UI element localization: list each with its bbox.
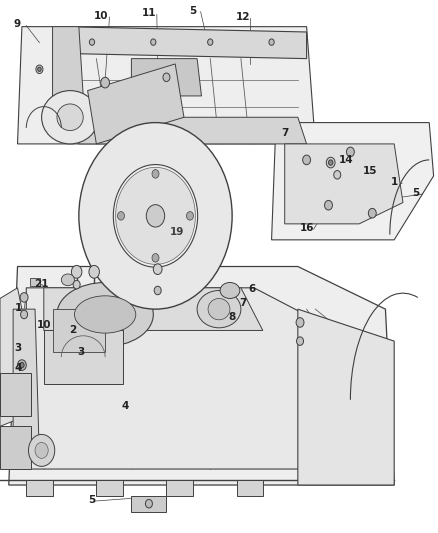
Circle shape — [20, 362, 24, 368]
Ellipse shape — [57, 104, 83, 131]
Text: 1: 1 — [391, 177, 398, 187]
Circle shape — [328, 160, 333, 165]
Polygon shape — [96, 480, 123, 496]
Polygon shape — [285, 144, 403, 224]
Polygon shape — [0, 288, 26, 426]
Polygon shape — [131, 496, 166, 512]
Polygon shape — [57, 27, 307, 59]
Circle shape — [73, 280, 80, 289]
Text: 5: 5 — [189, 6, 196, 15]
Text: 1: 1 — [15, 303, 22, 313]
Polygon shape — [166, 480, 193, 496]
Polygon shape — [44, 288, 263, 330]
Circle shape — [20, 293, 28, 302]
Text: 2: 2 — [69, 326, 76, 335]
Text: 7: 7 — [281, 128, 288, 138]
Circle shape — [152, 169, 159, 178]
Ellipse shape — [61, 274, 74, 286]
Ellipse shape — [197, 290, 241, 328]
Ellipse shape — [57, 282, 153, 346]
Circle shape — [35, 442, 48, 458]
Polygon shape — [131, 59, 201, 96]
Circle shape — [18, 360, 26, 370]
Ellipse shape — [220, 282, 240, 298]
Circle shape — [28, 434, 55, 466]
Text: 16: 16 — [299, 223, 314, 233]
Polygon shape — [53, 309, 105, 352]
Text: 11: 11 — [141, 9, 156, 18]
Polygon shape — [0, 426, 31, 469]
Circle shape — [153, 264, 162, 274]
Circle shape — [116, 167, 195, 264]
Circle shape — [208, 39, 213, 45]
Circle shape — [163, 73, 170, 82]
Circle shape — [79, 123, 232, 309]
Ellipse shape — [74, 296, 136, 333]
Circle shape — [101, 77, 110, 88]
Text: 3: 3 — [14, 343, 21, 352]
Circle shape — [187, 212, 194, 220]
Polygon shape — [9, 266, 394, 485]
Polygon shape — [44, 330, 123, 384]
Circle shape — [38, 67, 41, 71]
Circle shape — [36, 65, 43, 74]
Circle shape — [89, 39, 95, 45]
Text: 12: 12 — [236, 12, 251, 22]
Text: 4: 4 — [121, 401, 128, 411]
Circle shape — [71, 265, 82, 278]
Text: 6: 6 — [248, 284, 255, 294]
Text: 4: 4 — [15, 363, 22, 373]
Text: 8: 8 — [229, 312, 236, 322]
Circle shape — [89, 265, 99, 278]
Circle shape — [325, 200, 332, 210]
Polygon shape — [18, 27, 315, 144]
Text: 3: 3 — [78, 347, 85, 357]
Circle shape — [21, 310, 28, 319]
Text: 19: 19 — [170, 227, 184, 237]
Polygon shape — [237, 480, 263, 496]
Polygon shape — [0, 373, 31, 416]
Circle shape — [303, 155, 311, 165]
Circle shape — [146, 205, 165, 227]
Text: 7: 7 — [240, 298, 247, 308]
Circle shape — [151, 39, 156, 45]
Text: 14: 14 — [339, 155, 353, 165]
Polygon shape — [88, 64, 184, 144]
Polygon shape — [26, 288, 324, 469]
Text: 10: 10 — [93, 11, 108, 21]
Circle shape — [269, 39, 274, 45]
Ellipse shape — [42, 91, 99, 144]
Polygon shape — [30, 278, 40, 286]
Text: 21: 21 — [34, 279, 49, 288]
Polygon shape — [26, 480, 53, 496]
Polygon shape — [272, 123, 434, 240]
Text: 10: 10 — [36, 320, 51, 330]
Circle shape — [326, 157, 335, 168]
Polygon shape — [53, 27, 83, 96]
Circle shape — [368, 208, 376, 218]
Circle shape — [346, 147, 354, 157]
Circle shape — [334, 171, 341, 179]
Text: 15: 15 — [363, 166, 378, 175]
Text: 9: 9 — [14, 19, 21, 29]
Circle shape — [297, 337, 304, 345]
Circle shape — [152, 254, 159, 262]
Polygon shape — [298, 309, 394, 485]
Ellipse shape — [208, 298, 230, 320]
Text: 5: 5 — [88, 495, 95, 505]
Polygon shape — [79, 117, 307, 144]
Text: 5: 5 — [413, 188, 420, 198]
Circle shape — [154, 286, 161, 295]
Circle shape — [113, 165, 198, 267]
Circle shape — [145, 499, 152, 508]
Circle shape — [296, 318, 304, 327]
Polygon shape — [13, 309, 39, 458]
Circle shape — [117, 212, 124, 220]
